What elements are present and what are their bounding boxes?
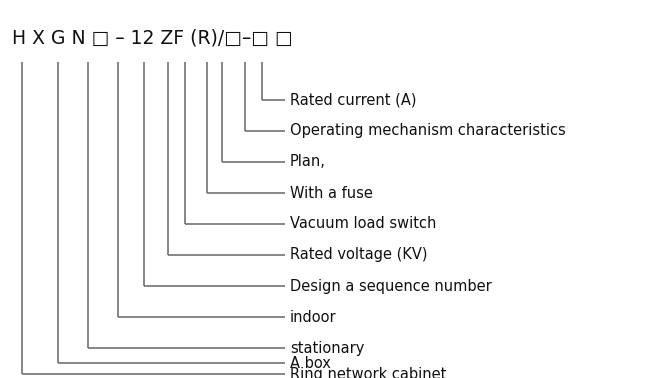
Text: H X G N □ – 12 ZF (R)/□–□ □: H X G N □ – 12 ZF (R)/□–□ □ xyxy=(12,28,293,48)
Text: Operating mechanism characteristics: Operating mechanism characteristics xyxy=(290,124,566,138)
Text: Vacuum load switch: Vacuum load switch xyxy=(290,217,436,231)
Text: Rated current (A): Rated current (A) xyxy=(290,93,417,107)
Text: With a fuse: With a fuse xyxy=(290,186,373,200)
Text: Rated voltage (KV): Rated voltage (KV) xyxy=(290,248,427,262)
Text: Design a sequence number: Design a sequence number xyxy=(290,279,492,293)
Text: indoor: indoor xyxy=(290,310,337,324)
Text: stationary: stationary xyxy=(290,341,364,355)
Text: A box: A box xyxy=(290,355,331,370)
Text: Ring network cabinet: Ring network cabinet xyxy=(290,367,446,378)
Text: Plan,: Plan, xyxy=(290,155,326,169)
